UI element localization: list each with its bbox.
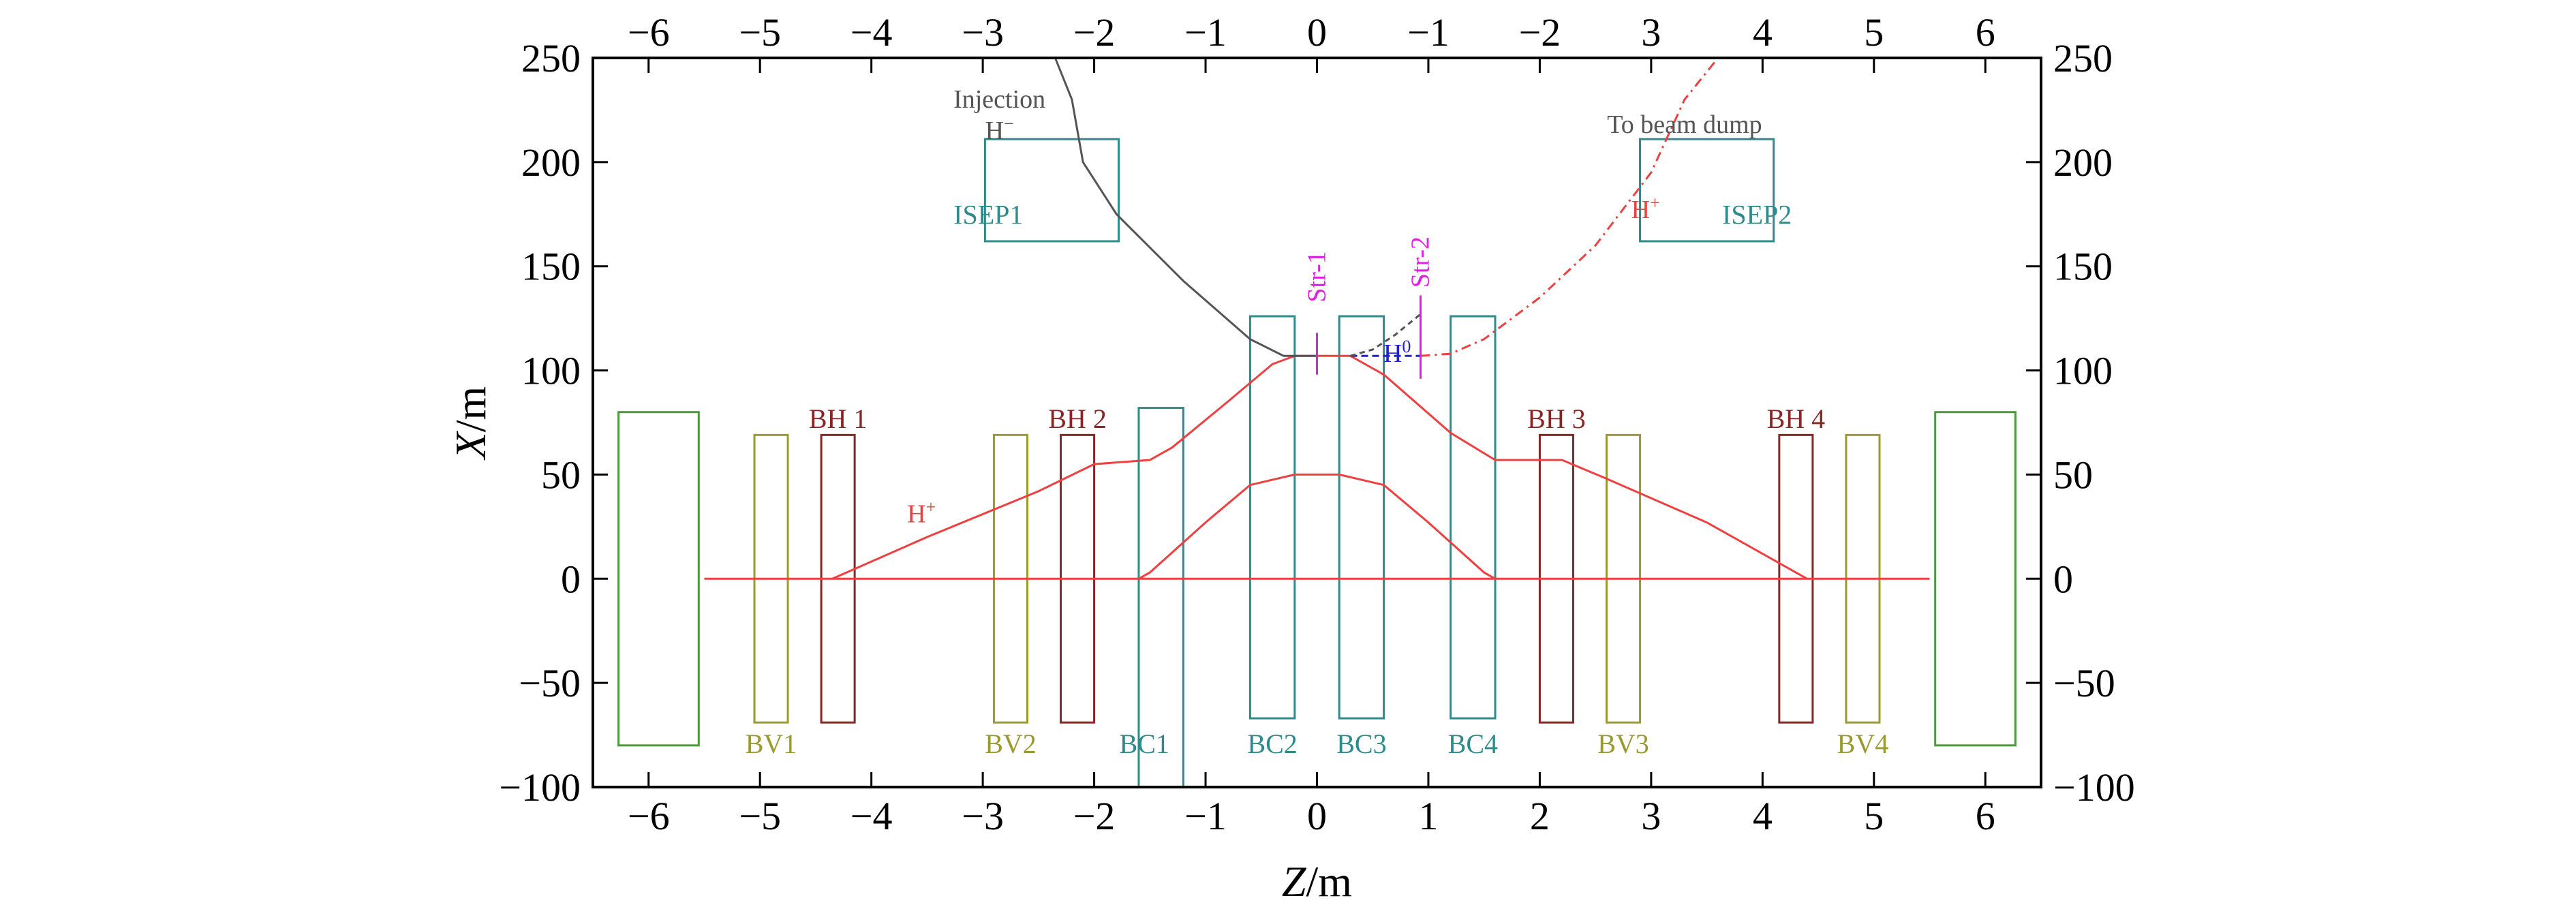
- annotation-superscript: +: [926, 497, 936, 517]
- annotation-text: Injection: [953, 85, 1045, 114]
- left-tick-label: −50: [519, 661, 581, 705]
- left-tick-label: 50: [541, 452, 581, 497]
- right-tick-label: −50: [2053, 661, 2115, 705]
- right-tick-label: 200: [2053, 140, 2113, 185]
- bottom-tick-label: 0: [1307, 794, 1327, 838]
- magnet-label-bh3: BH 3: [1527, 403, 1586, 434]
- beam-hplus-dump: [1420, 57, 1719, 357]
- magnets-layer: BV1 BV2 BV3 BV4 BH 1 BH 2 BH 3 BH 4 BC1 BC2 BC3 BC4…: [617, 138, 2017, 788]
- beam-hminus-residual: [1350, 313, 1422, 357]
- tick-labels-layer: −6 −5 −4 −3 −2 −1 0 1 2 3 4 5 6 −6 −5 −4 −3 −2 −1 0 −1 −2 3 4 5 6…: [499, 10, 2134, 838]
- bottom-tick-label: −1: [1184, 794, 1227, 838]
- annotation-hplus-left: H+: [907, 497, 936, 529]
- magnet-label-bh1: BH 1: [809, 403, 868, 434]
- left-tick-label: 0: [561, 557, 581, 601]
- magnet-label-bc3: BC3: [1336, 728, 1386, 759]
- bottom-tick-label: 4: [1753, 794, 1773, 838]
- magnet-isep1: [983, 138, 1120, 243]
- magnet-label-isep2: ISEP2: [1722, 199, 1792, 230]
- y-axis-title: X/m: [446, 386, 495, 461]
- magnet-label-bv4: BV4: [1837, 728, 1889, 759]
- beam-hplus-lower: [1138, 473, 1496, 580]
- bottom-tick-label: 1: [1418, 794, 1438, 838]
- bottom-tick-label: −3: [962, 794, 1004, 838]
- top-tick-label: −1: [1184, 10, 1227, 55]
- bottom-tick-label: 6: [1976, 794, 1995, 838]
- annotation-superscript: −: [1004, 114, 1014, 134]
- magnet-bc2: [1248, 315, 1296, 720]
- stripper-foil-label-str-1: Str-1: [1303, 251, 1332, 302]
- bottom-tick-label: −2: [1073, 794, 1116, 838]
- x-axis-var: Z: [1282, 857, 1307, 906]
- left-tick-label: 200: [521, 140, 581, 185]
- top-tick-label: −1: [1407, 10, 1450, 55]
- magnet-label-bv3: BV3: [1597, 728, 1649, 759]
- magnet-end-left: [617, 411, 700, 747]
- top-tick-label: −3: [962, 10, 1004, 55]
- bottom-tick-label: −4: [850, 794, 893, 838]
- top-tick-label: 4: [1753, 10, 1773, 55]
- axis-ticks-layer: [593, 57, 2041, 788]
- annotation-hminus: H−: [985, 114, 1014, 145]
- left-tick-label: 150: [521, 245, 581, 289]
- top-tick-label: 0: [1307, 10, 1327, 55]
- left-tick-label: 250: [521, 36, 581, 80]
- annotation-injection: Injection: [953, 85, 1045, 114]
- stripper-foil-label-str-2: Str-2: [1407, 236, 1435, 288]
- top-tick-label: 5: [1864, 10, 1884, 55]
- right-tick-label: 50: [2053, 452, 2093, 497]
- magnet-label-isep1: ISEP1: [953, 199, 1023, 230]
- right-tick-label: −100: [2053, 765, 2135, 810]
- right-tick-label: 250: [2053, 36, 2113, 80]
- bottom-tick-label: 5: [1864, 794, 1884, 838]
- annotation-text: H: [1383, 339, 1402, 368]
- annotation-text: H: [1631, 196, 1650, 224]
- magnet-label-bh2: BH 2: [1048, 403, 1107, 434]
- top-tick-label: −6: [628, 10, 670, 55]
- stripper-foils-layer: Str-1 Str-2: [1303, 236, 1435, 379]
- bottom-tick-label: 2: [1530, 794, 1550, 838]
- beam-hminus-injection: [1054, 57, 1317, 357]
- annotation-superscript: +: [1650, 193, 1660, 213]
- beams-layer: [704, 57, 1930, 580]
- x-axis-unit: /m: [1306, 857, 1353, 906]
- magnet-label-bh4: BH 4: [1767, 403, 1826, 434]
- y-axis-unit: /m: [446, 386, 495, 433]
- magnet-label-bc4: BC4: [1448, 728, 1498, 759]
- right-tick-label: 100: [2053, 349, 2113, 393]
- magnet-bc3: [1338, 315, 1385, 720]
- top-tick-label: −5: [739, 10, 781, 55]
- magnet-label-bv1: BV1: [746, 728, 797, 759]
- magnet-label-bc2: BC2: [1247, 728, 1297, 759]
- magnet-end-right: [1934, 411, 2017, 747]
- magnet-label-bc1: BC1: [1119, 728, 1169, 759]
- bottom-tick-label: 3: [1641, 794, 1661, 838]
- bottom-tick-label: −5: [739, 794, 781, 838]
- top-tick-label: 3: [1641, 10, 1661, 55]
- top-tick-label: 6: [1976, 10, 1995, 55]
- annotation-hzero: H0: [1383, 337, 1411, 368]
- magnet-bc4: [1450, 315, 1497, 720]
- left-tick-label: −100: [499, 765, 581, 810]
- magnet-label-bv2: BV2: [985, 728, 1037, 759]
- top-tick-label: −4: [850, 10, 893, 55]
- top-tick-label: −2: [1073, 10, 1116, 55]
- annotation-text: H: [907, 500, 925, 529]
- right-tick-label: 0: [2053, 557, 2073, 601]
- annotation-hplus-right: H+: [1631, 193, 1660, 224]
- annotation-to-beam-dump: To beam dump: [1607, 110, 1762, 139]
- annotation-superscript: 0: [1402, 337, 1411, 356]
- annotation-text: To beam dump: [1607, 110, 1762, 139]
- annotation-text: H: [985, 117, 1004, 145]
- left-tick-label: 100: [521, 349, 581, 393]
- right-tick-label: 150: [2053, 245, 2113, 289]
- top-tick-label: −2: [1519, 10, 1561, 55]
- magnet-isep2: [1639, 138, 1775, 243]
- x-axis-title: Z/m: [1282, 857, 1352, 906]
- bottom-tick-label: −6: [628, 794, 670, 838]
- y-axis-var: X: [446, 430, 495, 461]
- beam-hplus-upper: [831, 354, 1808, 580]
